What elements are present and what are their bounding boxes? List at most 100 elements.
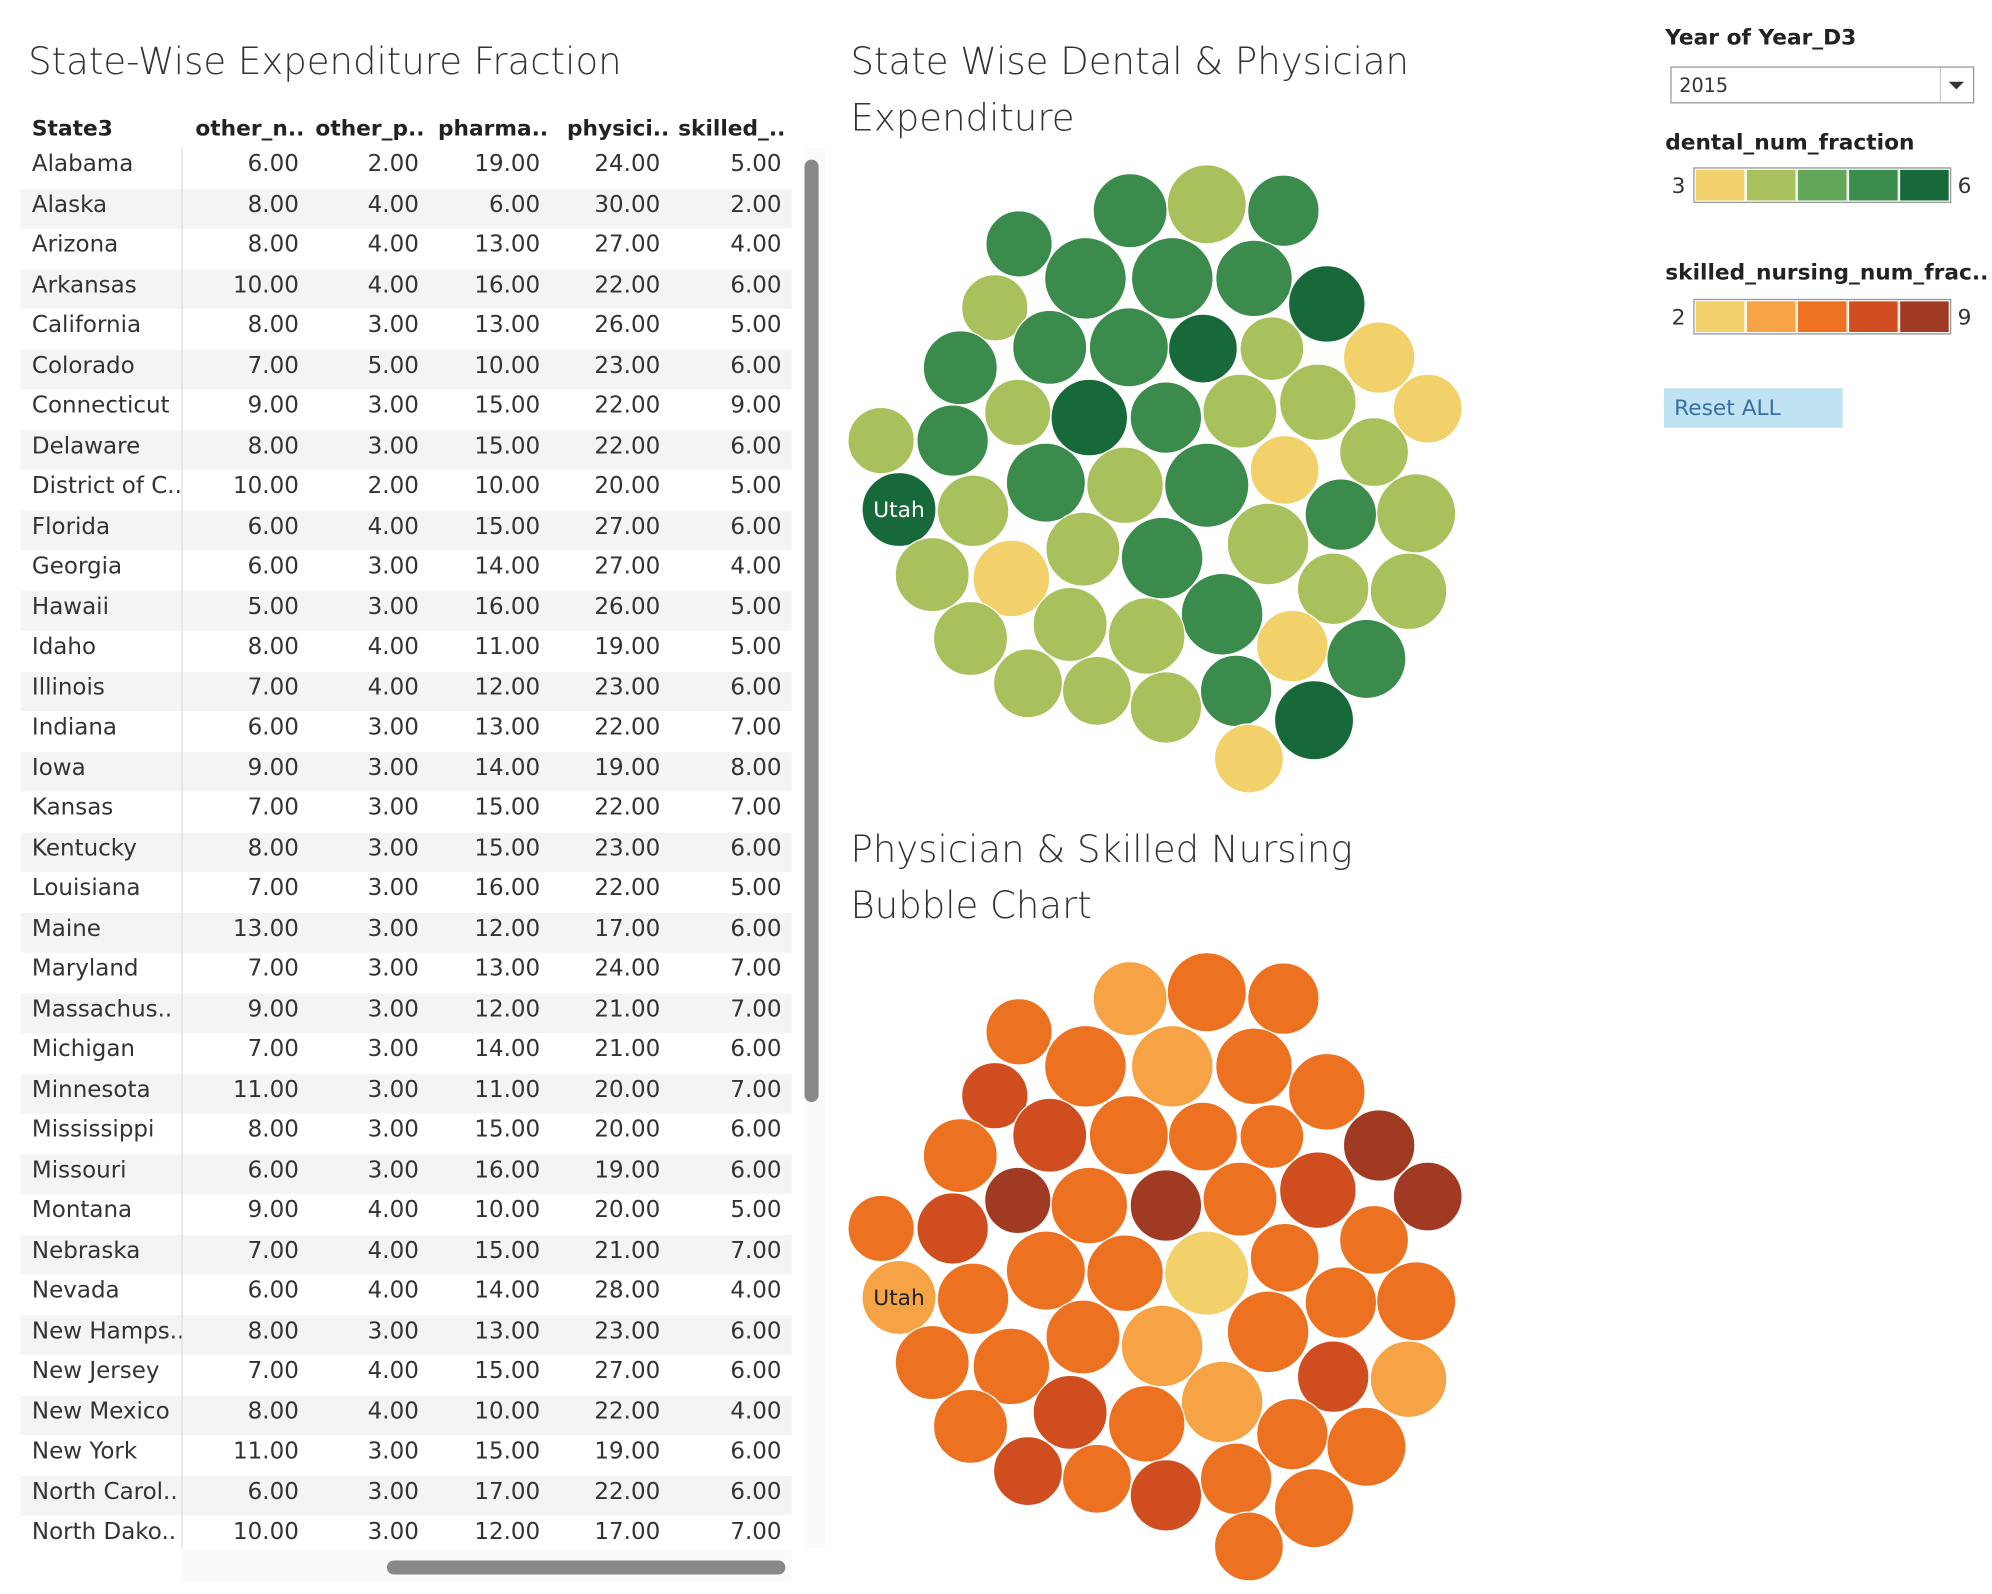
bubble[interactable] xyxy=(983,378,1052,447)
bubble[interactable] xyxy=(1287,264,1366,343)
state-cell[interactable]: Delaware xyxy=(31,432,141,460)
column-header[interactable]: other_n.. xyxy=(195,116,305,142)
bubble[interactable] xyxy=(1086,1234,1164,1313)
bubble[interactable] xyxy=(1163,442,1250,529)
state-cell[interactable]: New Jersey xyxy=(31,1357,160,1385)
bubble[interactable] xyxy=(1342,1109,1416,1182)
bubble[interactable] xyxy=(1130,236,1214,320)
bubble[interactable] xyxy=(1202,1161,1278,1237)
bubble[interactable] xyxy=(1304,1266,1378,1339)
bubble[interactable] xyxy=(922,330,998,406)
bubble[interactable] xyxy=(916,404,990,477)
bubble[interactable] xyxy=(960,1061,1029,1130)
state-cell[interactable]: North Carol.. xyxy=(31,1478,178,1505)
bubble[interactable] xyxy=(922,1118,998,1194)
bubble[interactable] xyxy=(932,600,1009,677)
state-cell[interactable]: New Mexico xyxy=(31,1397,170,1425)
bubble[interactable] xyxy=(1088,307,1170,388)
bubble[interactable] xyxy=(1278,1151,1357,1230)
bubble[interactable] xyxy=(1296,552,1370,626)
state-cell[interactable]: Alaska xyxy=(31,190,108,218)
bubble[interactable] xyxy=(847,406,915,475)
bubble[interactable] xyxy=(1043,1024,1127,1108)
state-cell[interactable]: Idaho xyxy=(31,633,97,661)
state-cell[interactable]: Montana xyxy=(31,1196,133,1224)
bubble[interactable] xyxy=(983,1166,1052,1235)
bubble[interactable] xyxy=(1213,723,1285,794)
bubble[interactable] xyxy=(1180,1360,1264,1444)
bubble[interactable] xyxy=(1392,1161,1463,1232)
state-cell[interactable]: District of C.. xyxy=(31,472,182,500)
column-header[interactable]: pharma.. xyxy=(438,116,549,142)
state-cell[interactable]: New Hamps.. xyxy=(31,1317,185,1345)
state-cell[interactable]: Maryland xyxy=(31,955,139,983)
bubble[interactable] xyxy=(936,1262,1010,1336)
bubble[interactable] xyxy=(1226,1290,1310,1374)
bubble[interactable] xyxy=(985,210,1053,278)
bubble[interactable] xyxy=(861,471,937,548)
bubble[interactable] xyxy=(972,1327,1051,1406)
bubble[interactable] xyxy=(1255,609,1329,683)
state-cell[interactable]: Illinois xyxy=(31,673,105,701)
bubble[interactable] xyxy=(985,997,1053,1066)
state-cell[interactable]: Michigan xyxy=(31,1035,135,1063)
bubble[interactable] xyxy=(1061,1443,1133,1514)
bubble[interactable] xyxy=(1239,316,1305,382)
bubble[interactable] xyxy=(1338,416,1410,488)
bubble[interactable] xyxy=(1092,960,1168,1037)
bubble[interactable] xyxy=(1249,434,1320,506)
bubble[interactable] xyxy=(894,536,970,613)
state-cell[interactable]: Minnesota xyxy=(31,1075,151,1103)
state-cell[interactable]: Iowa xyxy=(31,754,86,781)
bubble[interactable] xyxy=(1061,655,1133,726)
state-cell[interactable]: Nebraska xyxy=(31,1236,141,1264)
bubble[interactable] xyxy=(1213,1511,1285,1582)
bubble[interactable] xyxy=(894,1324,970,1401)
state-cell[interactable]: Florida xyxy=(31,512,111,540)
bubble[interactable] xyxy=(1273,1467,1355,1549)
state-cell[interactable]: California xyxy=(31,311,142,339)
bubble[interactable] xyxy=(1012,1097,1088,1173)
bubble[interactable] xyxy=(1163,1230,1250,1316)
bubble[interactable] xyxy=(1129,671,1203,744)
state-cell[interactable]: Arizona xyxy=(31,231,119,258)
bubble[interactable] xyxy=(1045,511,1121,587)
bubble[interactable] xyxy=(1369,552,1448,631)
state-cell[interactable]: Indiana xyxy=(31,713,118,741)
reset-button[interactable]: Reset ALL xyxy=(1663,388,1843,428)
bubble[interactable] xyxy=(936,474,1010,548)
bubble[interactable] xyxy=(861,1259,937,1336)
bubble[interactable] xyxy=(1226,502,1310,586)
bubble[interactable] xyxy=(1255,1397,1329,1471)
bubble[interactable] xyxy=(1375,473,1457,554)
bubble[interactable] xyxy=(1215,239,1293,318)
bubble[interactable] xyxy=(1107,596,1186,675)
bubble[interactable] xyxy=(1199,654,1273,728)
bubble[interactable] xyxy=(1129,381,1203,454)
bubble[interactable] xyxy=(1088,1095,1170,1176)
bubble[interactable] xyxy=(1005,442,1087,523)
state-cell[interactable]: Massachus.. xyxy=(31,995,173,1023)
bubble[interactable] xyxy=(1287,1052,1366,1131)
bubble[interactable] xyxy=(847,1194,915,1263)
bubble[interactable] xyxy=(1130,1024,1214,1108)
bubble[interactable] xyxy=(1107,1384,1186,1463)
bubble[interactable] xyxy=(1278,363,1357,442)
bubble[interactable] xyxy=(1167,1101,1239,1172)
bubble[interactable] xyxy=(1392,373,1463,444)
bubble[interactable] xyxy=(1120,1304,1204,1388)
bubble[interactable] xyxy=(1326,1406,1407,1488)
bubble[interactable] xyxy=(992,648,1064,719)
state-cell[interactable]: Georgia xyxy=(31,552,123,580)
column-header[interactable]: other_p.. xyxy=(315,116,425,142)
bubble[interactable] xyxy=(1045,1299,1121,1375)
state-cell[interactable]: North Dako.. xyxy=(31,1518,177,1546)
bubble[interactable] xyxy=(1239,1103,1305,1170)
column-header[interactable]: skilled_.. xyxy=(678,116,786,142)
column-header[interactable]: physici.. xyxy=(566,116,670,142)
state-cell[interactable]: Maine xyxy=(31,914,101,942)
state-cell[interactable]: Kentucky xyxy=(31,834,137,862)
bubble[interactable] xyxy=(960,273,1029,342)
state-cell[interactable]: Louisiana xyxy=(31,874,141,902)
bubble[interactable] xyxy=(1166,952,1247,1033)
